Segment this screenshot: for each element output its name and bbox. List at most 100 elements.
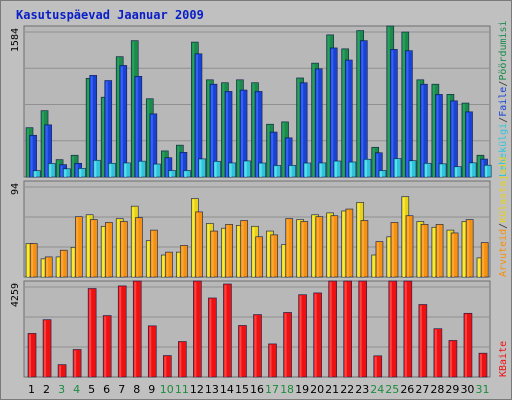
bar-highlight xyxy=(64,169,67,177)
x-tick-label: 8 xyxy=(133,383,140,396)
bar-kbaite xyxy=(72,349,82,378)
y-max-label: 1584 xyxy=(10,28,21,52)
bar-highlight xyxy=(314,293,317,377)
bar-lehekülgi xyxy=(258,162,266,178)
bar-highlight xyxy=(210,85,213,177)
bar-kbaite xyxy=(27,333,37,378)
bar-lehekülgi xyxy=(423,162,432,178)
bar-kbaite xyxy=(253,314,262,378)
bar-highlight xyxy=(477,258,480,277)
bar-highlight xyxy=(94,161,97,177)
bar-highlight xyxy=(359,282,362,377)
bar-highlight xyxy=(179,342,182,377)
bar-highlight xyxy=(289,166,292,177)
bar-highlight xyxy=(455,167,458,177)
bar-highlight xyxy=(162,151,165,177)
bar-highlight xyxy=(389,282,392,377)
bar-highlight xyxy=(477,156,480,177)
bar-kbaite xyxy=(418,304,428,378)
bar-highlight xyxy=(75,164,78,177)
bar-highlight xyxy=(244,161,247,177)
bar-lehekülgi xyxy=(408,160,417,178)
bar-highlight xyxy=(135,77,138,177)
bar-highlight xyxy=(407,216,410,277)
bar-highlight xyxy=(349,162,352,177)
bar-highlight xyxy=(104,316,107,377)
bar-highlight xyxy=(387,237,390,277)
legend-item-kbaite: KBaite xyxy=(498,341,509,377)
bar-highlight xyxy=(361,221,364,277)
chart-title: Kasutuspäevad Jaanuar 2009 xyxy=(16,8,204,22)
x-tick-label: 23 xyxy=(355,383,369,396)
bar-kbaite xyxy=(478,352,488,378)
x-tick-label: 18 xyxy=(280,383,294,396)
bar-highlight xyxy=(437,225,440,277)
x-tick-label: 13 xyxy=(205,383,219,396)
bar-highlight xyxy=(87,79,90,177)
x-tick-label: 11 xyxy=(175,383,189,396)
bar-highlight xyxy=(61,251,64,277)
bar-highlight xyxy=(222,229,225,277)
bar-highlight xyxy=(357,203,360,277)
bar-arvuteid xyxy=(150,229,158,278)
bar-highlight xyxy=(462,104,465,177)
bar-highlight xyxy=(196,212,199,277)
bar-highlight xyxy=(74,350,77,377)
bar-highlight xyxy=(239,326,242,377)
bar-arvuteid xyxy=(285,218,294,278)
bar-highlight xyxy=(316,217,319,277)
bar-highlight xyxy=(30,136,33,177)
x-tick-label: 20 xyxy=(310,383,324,396)
bar-highlight xyxy=(376,242,379,277)
bar-highlight xyxy=(46,257,49,277)
bar-highlight xyxy=(316,69,319,177)
panel-bottom: 4259 xyxy=(10,280,491,378)
bar-highlight xyxy=(31,244,34,277)
x-tick-label: 21 xyxy=(325,383,339,396)
bar-highlight xyxy=(344,282,347,377)
bar-highlight xyxy=(282,122,285,177)
bar-highlight xyxy=(169,171,172,177)
bar-arvuteid xyxy=(270,234,279,278)
bar-lehekülgi xyxy=(108,162,116,178)
bar-highlight xyxy=(286,138,289,177)
bar-highlight xyxy=(274,166,277,177)
bar-arvuteid xyxy=(405,215,414,278)
bar-kbaite xyxy=(87,288,97,378)
bar-highlight xyxy=(327,213,330,277)
bar-highlight xyxy=(106,223,109,277)
bar-highlight xyxy=(164,356,167,377)
bar-highlight xyxy=(194,282,197,377)
bar-highlight xyxy=(72,156,75,177)
bar-highlight xyxy=(117,219,120,277)
bar-highlight xyxy=(214,162,217,177)
bar-highlight xyxy=(181,246,184,277)
bar-highlight xyxy=(211,232,214,277)
bar-highlight xyxy=(229,163,232,177)
x-tick-label: 15 xyxy=(235,383,249,396)
bar-kbaite xyxy=(433,328,443,378)
bar-highlight xyxy=(467,220,470,277)
bar-lehekülgi xyxy=(333,160,342,178)
bar-highlight xyxy=(451,101,454,177)
bar-highlight xyxy=(60,165,63,177)
bar-highlight xyxy=(224,284,227,377)
bar-highlight xyxy=(419,305,422,377)
bar-highlight xyxy=(346,61,349,177)
bar-highlight xyxy=(421,85,424,177)
bar-highlight xyxy=(165,158,168,177)
bar-highlight xyxy=(192,43,195,177)
bar-lehekülgi xyxy=(348,161,357,178)
bar-highlight xyxy=(27,244,29,277)
bar-arvuteid xyxy=(135,217,143,278)
x-tick-label: 10 xyxy=(160,383,174,396)
bar-arvuteid xyxy=(74,216,83,278)
x-tick-label: 26 xyxy=(400,383,414,396)
x-tick-label: 12 xyxy=(190,383,204,396)
bar-highlight xyxy=(432,228,435,277)
bar-highlight xyxy=(304,163,307,177)
bar-highlight xyxy=(226,92,229,177)
bar-kbaite xyxy=(358,280,368,378)
bar-highlight xyxy=(109,164,112,177)
bar-highlight xyxy=(481,160,484,177)
